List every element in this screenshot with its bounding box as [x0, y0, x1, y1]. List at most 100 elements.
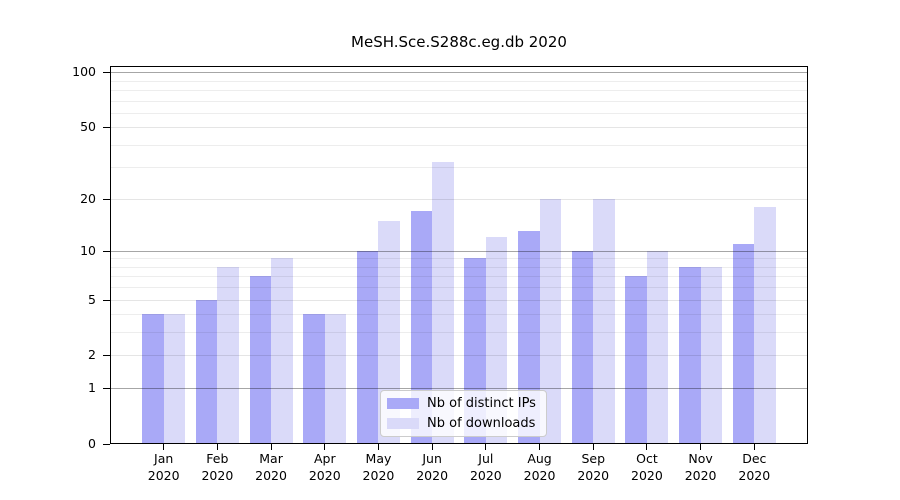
y-tick-mark-50 [103, 127, 110, 129]
y-tick-label-50: 50 [80, 119, 96, 135]
gridline-minor-3 [110, 332, 808, 334]
x-label-month: Feb [206, 451, 229, 466]
x-tick-label-oct: Oct 2020 [615, 451, 679, 484]
x-label-month: Aug [527, 451, 552, 466]
y-tick-mark-20 [103, 198, 110, 200]
x-tick-label-sep: Sep 2020 [561, 451, 625, 484]
bar-distinct-ips-mar [249, 276, 272, 444]
bar-downloads-jan [163, 314, 186, 444]
x-label-year: 2020 [362, 467, 395, 483]
gridline-minor-7 [110, 276, 808, 278]
bar-distinct-ips-feb [195, 299, 218, 444]
y-tick-label-100: 100 [72, 64, 96, 80]
x-tick-label-dec: Dec 2020 [722, 451, 786, 484]
bar-distinct-ips-nov [679, 266, 701, 444]
x-label-year: 2020 [469, 467, 502, 483]
x-label-month: Nov [688, 451, 713, 466]
bar-distinct-ips-dec [732, 243, 755, 444]
x-label-year: 2020 [201, 467, 234, 483]
x-label-month: Jul [478, 451, 494, 466]
x-tick-label-nov: Nov 2020 [669, 451, 733, 484]
x-tick-mark-oct [646, 444, 648, 450]
x-tick-mark-feb [216, 444, 218, 450]
chart-title: MeSH.Sce.S288c.eg.db 2020 [351, 33, 567, 51]
x-tick-mark-jan [163, 444, 165, 450]
x-tick-mark-mar [270, 444, 272, 450]
gridline-minor-40 [110, 144, 808, 146]
x-label-month: Apr [313, 451, 336, 466]
bar-downloads-oct [646, 250, 669, 444]
x-tick-label-mar: Mar 2020 [239, 451, 303, 484]
x-tick-label-apr: Apr 2020 [293, 451, 357, 484]
x-label-month: Jan [154, 451, 174, 466]
gridline-20 [110, 198, 808, 200]
x-label-year: 2020 [738, 467, 771, 483]
x-label-month: Jun [422, 451, 442, 466]
bar-distinct-ips-jan [142, 314, 164, 444]
x-tick-mark-jul [485, 444, 487, 450]
x-label-year: 2020 [416, 467, 449, 483]
bar-distinct-ips-jun [410, 211, 433, 444]
x-tick-mark-sep [592, 444, 594, 450]
gridline-minor-30 [110, 167, 808, 169]
x-tick-mark-dec [753, 444, 755, 450]
legend-label-distinct-ips: Nb of distinct IPs [427, 396, 536, 411]
gridline-100 [110, 72, 808, 74]
y-tick-label-10: 10 [80, 242, 96, 258]
bar-downloads-dec [754, 206, 776, 444]
x-label-year: 2020 [147, 467, 180, 483]
x-tick-label-feb: Feb 2020 [185, 451, 249, 484]
x-tick-mark-apr [324, 444, 326, 450]
x-label-year: 2020 [577, 467, 610, 483]
y-tick-label-5: 5 [88, 291, 96, 307]
y-tick-mark-10 [103, 250, 110, 252]
bar-downloads-aug [539, 198, 562, 444]
x-tick-label-jul: Jul 2020 [454, 451, 518, 484]
x-tick-label-aug: Aug 2020 [508, 451, 572, 484]
bar-downloads-nov [700, 266, 723, 444]
bar-distinct-ips-sep [571, 250, 594, 444]
gridline-minor-9 [110, 258, 808, 260]
x-tick-label-jun: Jun 2020 [400, 451, 464, 484]
bar-downloads-jun [432, 162, 454, 444]
gridline-minor-60 [110, 112, 808, 114]
bar-downloads-apr [324, 314, 347, 444]
legend-swatch-distinct-ips [387, 398, 419, 409]
x-label-month: May [365, 451, 392, 466]
x-label-year: 2020 [523, 467, 556, 483]
gridline-minor-6 [110, 287, 808, 289]
x-label-year: 2020 [631, 467, 663, 483]
y-tick-label-0: 0 [88, 436, 96, 451]
gridline-minor-90 [110, 80, 808, 82]
legend-swatch-downloads [387, 418, 419, 429]
legend-label-downloads: Nb of downloads [427, 416, 536, 431]
bar-distinct-ips-apr [303, 314, 325, 444]
bar-downloads-feb [217, 266, 239, 444]
bar-downloads-sep [593, 198, 615, 444]
gridline-50 [110, 127, 808, 129]
gridline-minor-80 [110, 89, 808, 91]
y-tick-mark-0 [103, 444, 110, 445]
x-tick-label-jan: Jan 2020 [132, 451, 196, 484]
y-tick-label-20: 20 [80, 190, 96, 206]
legend: Nb of distinct IPs Nb of downloads [380, 390, 547, 437]
gridline-5 [110, 299, 808, 301]
y-tick-mark-1 [103, 388, 110, 390]
x-tick-mark-aug [539, 444, 541, 450]
legend-item-distinct-ips: Nb of distinct IPs [387, 395, 546, 413]
x-label-year: 2020 [684, 467, 717, 483]
gridline-2 [110, 355, 808, 357]
bar-downloads-mar [271, 258, 293, 444]
x-tick-mark-nov [700, 444, 702, 450]
bar-distinct-ips-may [356, 250, 379, 444]
y-tick-mark-5 [103, 299, 110, 301]
y-tick-label-1: 1 [88, 380, 96, 396]
x-tick-mark-jun [431, 444, 433, 450]
gridline-1 [110, 388, 808, 390]
x-tick-label-may: May 2020 [346, 451, 410, 484]
y-tick-mark-100 [103, 72, 110, 74]
x-label-year: 2020 [308, 467, 341, 483]
x-label-month: Dec [742, 451, 767, 466]
gridline-10 [110, 250, 808, 252]
